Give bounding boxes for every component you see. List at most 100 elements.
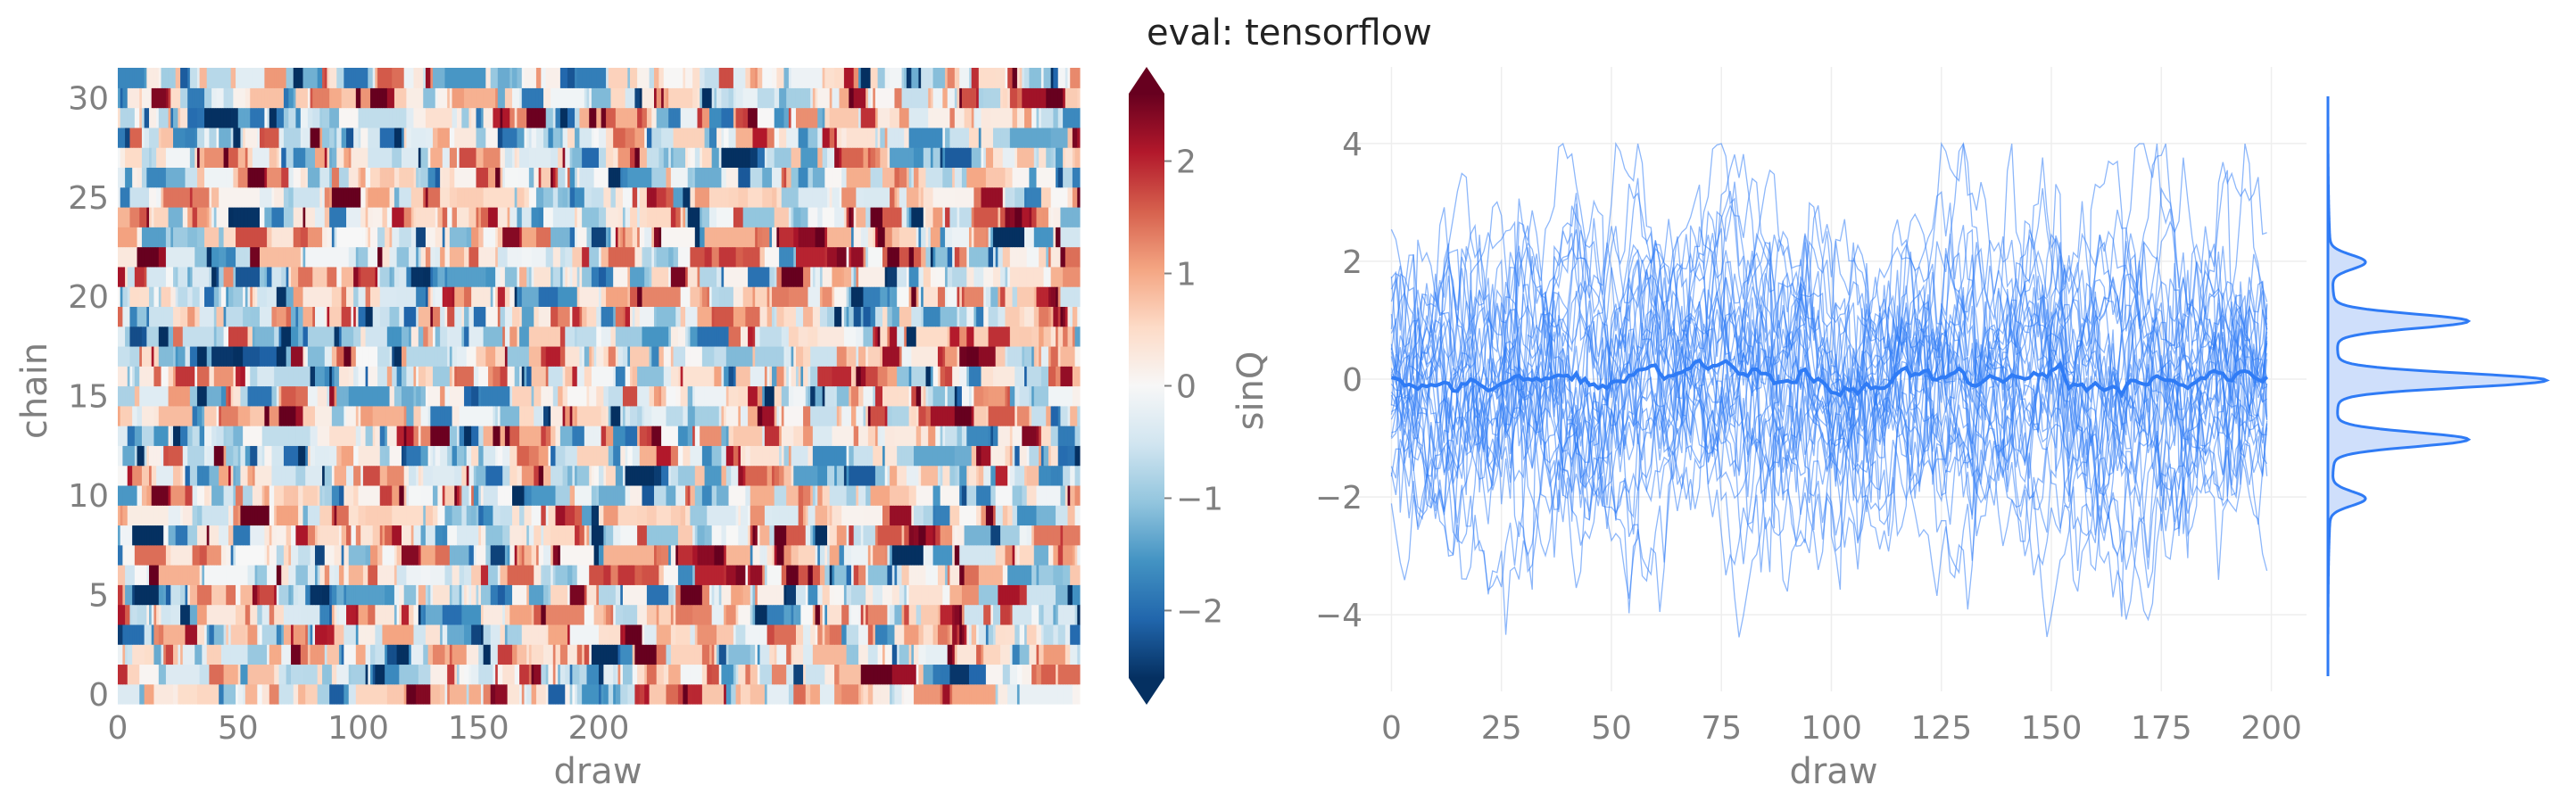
heatmap-cell (291, 683, 294, 705)
heatmap-cell (957, 664, 960, 685)
heatmap-cell (788, 644, 792, 665)
heatmap-cell (329, 664, 333, 685)
heatmap-cell (348, 644, 352, 665)
heatmap-cell (314, 664, 319, 685)
heatmap-cell (413, 664, 417, 685)
heatmap-cell (673, 664, 676, 685)
heatmap-cell (957, 683, 960, 705)
heatmap-cell (379, 624, 384, 645)
heatmap-cell (565, 644, 568, 665)
heatmap-cell (377, 664, 381, 685)
heatmap-cell (406, 644, 410, 665)
heatmap-cell (300, 683, 304, 705)
heatmap-cell (632, 664, 636, 685)
heatmap-cell (1022, 664, 1025, 685)
heatmap-cell (396, 664, 400, 685)
heatmap-cell (416, 624, 419, 645)
heatmap-cell (834, 664, 838, 685)
heatmap-cell (125, 683, 128, 705)
heatmap-cell (630, 683, 634, 705)
heatmap-cell (314, 624, 319, 645)
heatmap-cell (247, 683, 251, 705)
heatmap-cell (973, 644, 977, 665)
heatmap-cell (521, 683, 526, 705)
heatmap-cell (704, 664, 708, 685)
heatmap-cell (1029, 644, 1032, 665)
heatmap-cell (346, 624, 350, 645)
heatmap-cell (701, 664, 706, 685)
heatmap-cell (622, 624, 626, 645)
heatmap-cell (805, 683, 809, 705)
heatmap-cell (497, 644, 501, 665)
heatmap-cell (677, 644, 682, 665)
heatmap-cell (998, 683, 1001, 705)
heatmap-cell (793, 683, 797, 705)
heatmap-cell (291, 624, 294, 645)
heatmap-cell (261, 664, 265, 685)
heatmap-cell (451, 664, 455, 685)
heatmap-cell (488, 624, 492, 645)
heatmap-cell (254, 683, 258, 705)
heatmap-cell (541, 664, 544, 685)
heatmap-cell (175, 683, 178, 705)
figure-title: eval: tensorflow (1147, 12, 1432, 54)
heatmap-cell (362, 644, 367, 665)
heatmap-cell (866, 664, 869, 685)
heatmap-cell (764, 664, 768, 685)
heatmap-cell (211, 683, 215, 705)
heatmap-cell (1005, 664, 1008, 685)
heatmap-cell (1016, 683, 1021, 705)
heatmap-cell (226, 664, 229, 685)
heatmap-cell (172, 664, 177, 685)
heatmap-cell (882, 664, 886, 685)
heatmap-cell (336, 624, 340, 645)
heatmap-cell (1002, 664, 1006, 685)
heatmap-cell (969, 683, 973, 705)
heatmap-cell (803, 683, 807, 705)
heatmap-cell (1056, 644, 1059, 665)
heatmap-cell (447, 683, 451, 705)
heatmap-cell (168, 664, 171, 685)
heatmap-cell (502, 644, 506, 665)
heatmap-cell (233, 683, 236, 705)
heatmap-cell (882, 644, 886, 665)
heatmap-cell (981, 664, 984, 685)
heatmap-cell (360, 664, 364, 685)
heatmap-cell (843, 644, 848, 665)
heatmap-cell (617, 664, 621, 685)
heatmap-cell (250, 624, 253, 645)
heatmap-cell (418, 644, 422, 665)
heatmap-cell (675, 664, 679, 685)
heatmap-cell (288, 644, 292, 665)
heatmap-cell (161, 644, 164, 665)
heatmap-cell (863, 644, 866, 665)
heatmap-cell (630, 624, 634, 645)
heatmap-cell (1046, 683, 1049, 705)
heatmap-cell (406, 664, 410, 685)
heatmap-cell (153, 683, 157, 705)
heatmap-cell (269, 664, 273, 685)
heatmap-cell (250, 683, 253, 705)
heatmap-cell (396, 644, 400, 665)
heatmap-cell (690, 644, 693, 665)
heatmap-cell (783, 683, 787, 705)
heatmap-cell (386, 664, 391, 685)
heatmap-cell (324, 664, 328, 685)
heatmap-cell (586, 664, 590, 685)
heatmap-cell (139, 664, 143, 685)
heatmap-cell (528, 683, 533, 705)
heatmap-cell (276, 664, 280, 685)
heatmap-cell (1043, 644, 1047, 665)
heatmap-cell (608, 683, 612, 705)
heatmap-cell (661, 664, 665, 685)
heatmap-cell (418, 664, 422, 685)
heatmap-cell (425, 664, 429, 685)
heatmap-cell (945, 664, 948, 685)
heatmap-cell (599, 664, 602, 685)
heatmap-cell (375, 683, 378, 705)
heatmap-cell (867, 644, 872, 665)
heatmap-cell (762, 644, 766, 665)
heatmap-cell (923, 644, 927, 665)
heatmap-cell (656, 664, 659, 685)
heatmap-cell (413, 683, 417, 705)
